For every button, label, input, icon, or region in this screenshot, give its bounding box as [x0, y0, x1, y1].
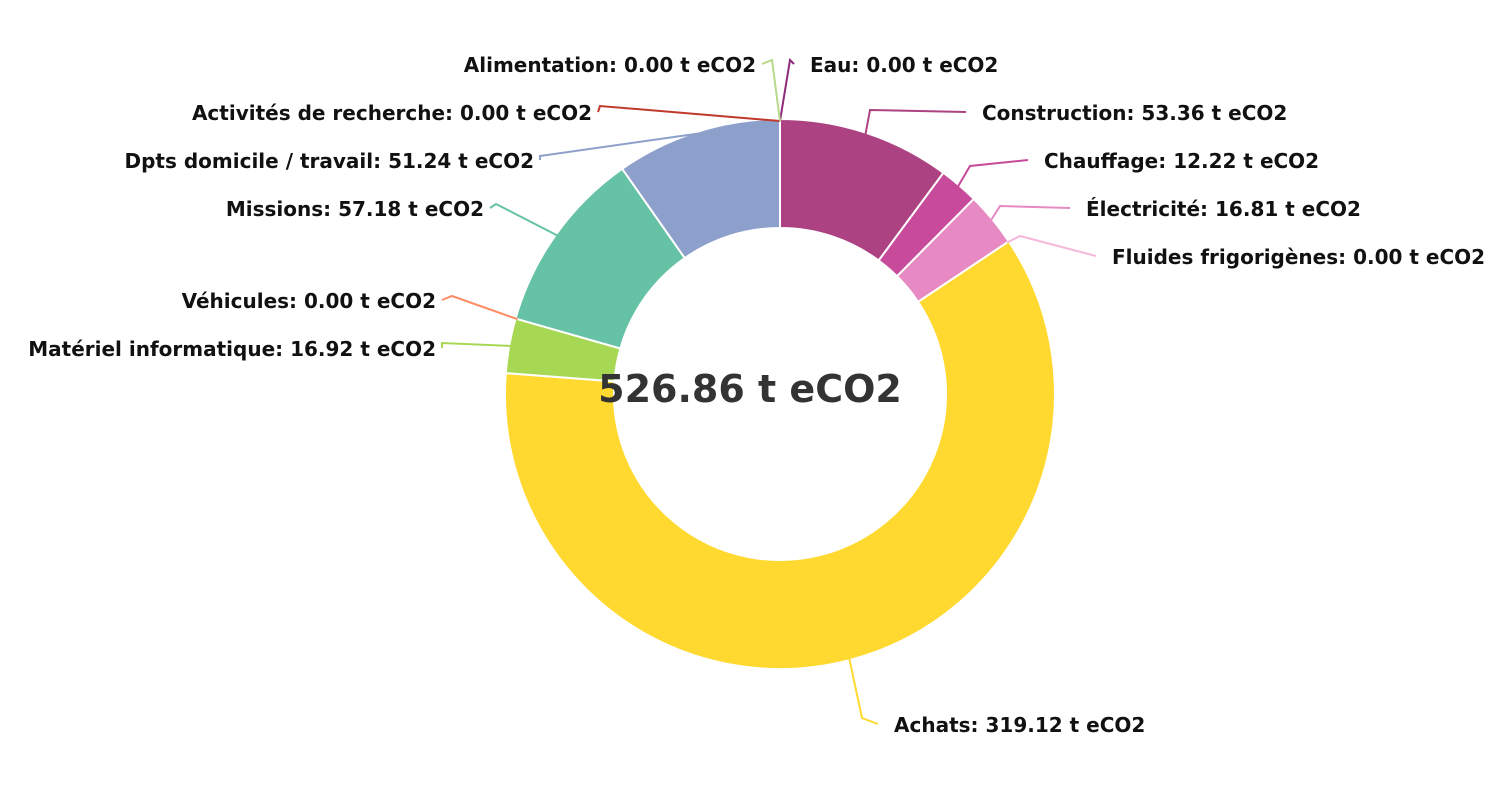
leader-lines	[441, 57, 1097, 725]
leader-line-construction	[864, 108, 967, 135]
leader-line-activites-de-recherche	[597, 104, 781, 122]
data-label-fluides-frigorigenes: Fluides frigorigènes: 0.00 t eCO2	[1112, 245, 1485, 269]
data-label-vehicules: Véhicules: 0.00 t eCO2	[182, 289, 436, 313]
leader-line-electricite	[989, 204, 1071, 222]
data-label-missions: Missions: 57.18 t eCO2	[226, 197, 484, 221]
data-label-activites-de-recherche: Activités de recherche: 0.00 t eCO2	[192, 101, 592, 125]
leader-line-achats	[848, 657, 879, 725]
data-label-materiel-informatique: Matériel informatique: 16.92 t eCO2	[28, 337, 436, 361]
leader-line-materiel-informatique	[441, 341, 512, 348]
leader-line-dpts-domicile-travail	[539, 132, 699, 160]
data-label-chauffage: Chauffage: 12.22 t eCO2	[1044, 149, 1319, 173]
donut-slices	[504, 117, 1056, 670]
data-label-construction: Construction: 53.36 t eCO2	[982, 101, 1287, 125]
data-label-alimentation: Alimentation: 0.00 t eCO2	[464, 53, 756, 77]
leader-line-alimentation	[761, 58, 781, 122]
leader-line-vehicules	[441, 294, 518, 321]
center-total-label: 526.86 t eCO2	[598, 367, 902, 411]
slice-labels: Eau: 0.00 t eCO2 Construction: 53.36 t eC…	[28, 53, 1485, 737]
leader-line-chauffage	[956, 159, 1029, 188]
data-label-dpts-domicile-travail: Dpts domicile / travail: 51.24 t eCO2	[125, 149, 535, 173]
data-label-achats: Achats: 319.12 t eCO2	[894, 713, 1145, 737]
leader-line-missions	[489, 202, 559, 237]
leader-line-fluides-frigorigenes	[1006, 234, 1097, 257]
data-label-electricite: Électricité: 16.81 t eCO2	[1086, 197, 1361, 221]
data-label-eau: Eau: 0.00 t eCO2	[810, 53, 998, 77]
leader-line-eau	[779, 57, 795, 122]
slice-achats[interactable]	[504, 240, 1056, 670]
